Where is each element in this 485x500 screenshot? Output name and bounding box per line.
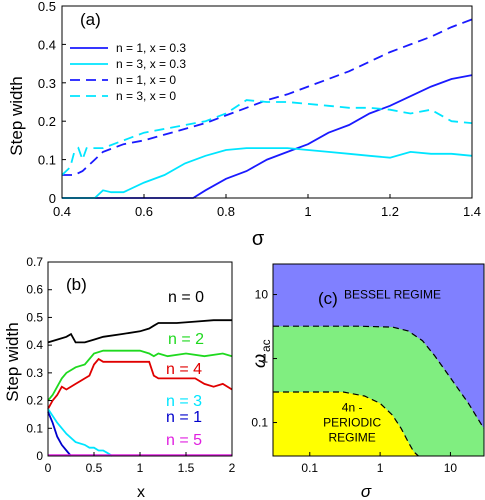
panel-c-region-label-3: PERIODIC xyxy=(323,416,381,430)
panel-a-series-line-1 xyxy=(62,74,473,199)
panel-c-y-axis-label: ω ac xyxy=(249,339,273,368)
panel-b-x-tick-label: 2 xyxy=(229,461,236,475)
svg-text:ω: ω xyxy=(249,354,269,368)
periodic-regime-region xyxy=(273,392,419,456)
panel-b-y-tick-label: 0.6 xyxy=(26,283,43,297)
panel-b: 0 0.5 1 1.5 2 0 0.1 0.2 0.3 0.4 0.5 0.6 0.7 (b) Step… xyxy=(3,255,236,500)
panel-b-series xyxy=(47,319,233,457)
legend-entry-2: n = 3, x = 0.3 xyxy=(116,57,186,71)
panel-a-x-tick-label: 0.4 xyxy=(53,204,71,219)
panel-b-series-line-3 xyxy=(47,357,233,410)
panel-a-series-line-4 xyxy=(61,99,473,176)
panel-c-x-tick-label: 10 xyxy=(444,461,458,475)
panel-b-y-tick-label: 0.7 xyxy=(26,255,43,269)
panel-b-y-tick-label: 0.2 xyxy=(26,394,43,408)
lower-boundary-line xyxy=(273,391,419,457)
panel-a-y-tick-label: 0.4 xyxy=(38,37,56,52)
panel-b-series-labels: n = 0 n = 2 n = 4 n = 3n = 1 n = 5 xyxy=(166,289,204,449)
panel-a-label: (a) xyxy=(80,10,101,29)
panel-a-y-axis-label: Step width xyxy=(7,76,26,155)
panel-a-legend: n = 1, x = 0.3 n = 3, x = 0.3 n = 1, x = 0… xyxy=(70,41,186,103)
panel-b-series-label-4: n = 3 xyxy=(166,393,202,410)
panel-c-y-tick-label: 10 xyxy=(255,288,269,302)
panel-a-axes-frame xyxy=(61,5,473,199)
upper-boundary-line xyxy=(273,325,485,430)
panel-c-region-label-3: REGIME xyxy=(328,431,375,445)
panel-a-y-tick-label: 0.1 xyxy=(38,153,56,168)
panel-c-x-axis-label: σ xyxy=(361,482,372,500)
panel-b-x-tick-label: 1 xyxy=(137,461,144,475)
panel-b-series-label-3: n = 4 xyxy=(166,361,202,378)
legend-entry-3: n = 1, x = 0 xyxy=(116,73,176,87)
panel-a-y-tick-label: 0.5 xyxy=(38,0,56,14)
panel-c: 0.1 1 10 0.1 1 10 (c) ω ac σ BESSEL REGIME 4n … xyxy=(249,263,485,500)
panel-b-y-tick-label: 0 xyxy=(36,449,43,463)
panel-b-x-tick-label: 0 xyxy=(45,461,52,475)
panel-b-x-axis-label: x xyxy=(137,484,145,500)
panel-b-series-label-1: n = 0 xyxy=(168,289,204,306)
panel-b-series-label-5: n = 1 xyxy=(166,409,202,426)
panel-b-y-tick-label: 0.4 xyxy=(26,338,43,352)
panel-c-axes-frame xyxy=(272,263,485,457)
panel-a-x-tick-label: 1.2 xyxy=(381,204,399,219)
panel-b-series-line-4 xyxy=(47,408,113,457)
svg-text:ac: ac xyxy=(259,339,273,352)
panel-a-y-tick-label: 0.2 xyxy=(38,114,56,129)
panel-a: 0.4 0.6 0.8 1 1.2 1.4 0 0.1 0.2 0.3 0.4 0.5 (a) Ste… xyxy=(7,0,481,250)
panel-b-y-tick-label: 0.5 xyxy=(26,310,43,324)
panel-a-series xyxy=(61,18,473,199)
panel-c-label: (c) xyxy=(318,289,338,308)
panel-b-series-label-2: n = 2 xyxy=(168,331,204,348)
panel-c-x-tick-label: 1 xyxy=(377,461,384,475)
panel-b-label: (b) xyxy=(66,275,87,294)
panel-a-series-line-2 xyxy=(62,147,473,199)
panel-a-x-tick-label: 0.6 xyxy=(135,204,153,219)
legend-entry-1: n = 1, x = 0.3 xyxy=(116,41,186,55)
panel-b-x-tick-label: 0.5 xyxy=(86,461,103,475)
panel-c-region-label-1: BESSEL REGIME xyxy=(344,288,441,302)
panel-c-region-label-3: 4n - xyxy=(342,401,363,415)
panel-b-series-line-1 xyxy=(47,319,232,344)
panel-a-y-tick-label: 0 xyxy=(49,191,56,206)
panel-c-y-tick-label: 0.1 xyxy=(251,416,268,430)
panel-c-y-tick-label: 1 xyxy=(261,352,268,366)
panel-a-x-tick-label: 1 xyxy=(304,204,311,219)
panel-b-series-line-2 xyxy=(47,349,233,402)
legend-entry-4: n = 3, x = 0 xyxy=(116,89,176,103)
panel-b-y-tick-label: 0.1 xyxy=(26,421,43,435)
panel-a-x-tick-label: 0.8 xyxy=(217,204,235,219)
panel-c-regions xyxy=(273,264,485,457)
panel-a-x-tick-label: 1.4 xyxy=(463,204,481,219)
panel-c-x-tick-label: 0.1 xyxy=(301,461,318,475)
panel-b-series-line-5 xyxy=(47,411,72,457)
panel-b-y-tick-label: 0.3 xyxy=(26,366,43,380)
panel-a-y-tick-label: 0.3 xyxy=(38,76,56,91)
panel-b-x-tick-label: 1.5 xyxy=(178,461,195,475)
panel-b-y-axis-label: Step width xyxy=(3,322,22,401)
panel-a-series-line-3 xyxy=(62,18,473,176)
panel-b-series-label-6: n = 5 xyxy=(166,432,202,449)
panel-a-x-axis-label: σ xyxy=(252,228,265,250)
